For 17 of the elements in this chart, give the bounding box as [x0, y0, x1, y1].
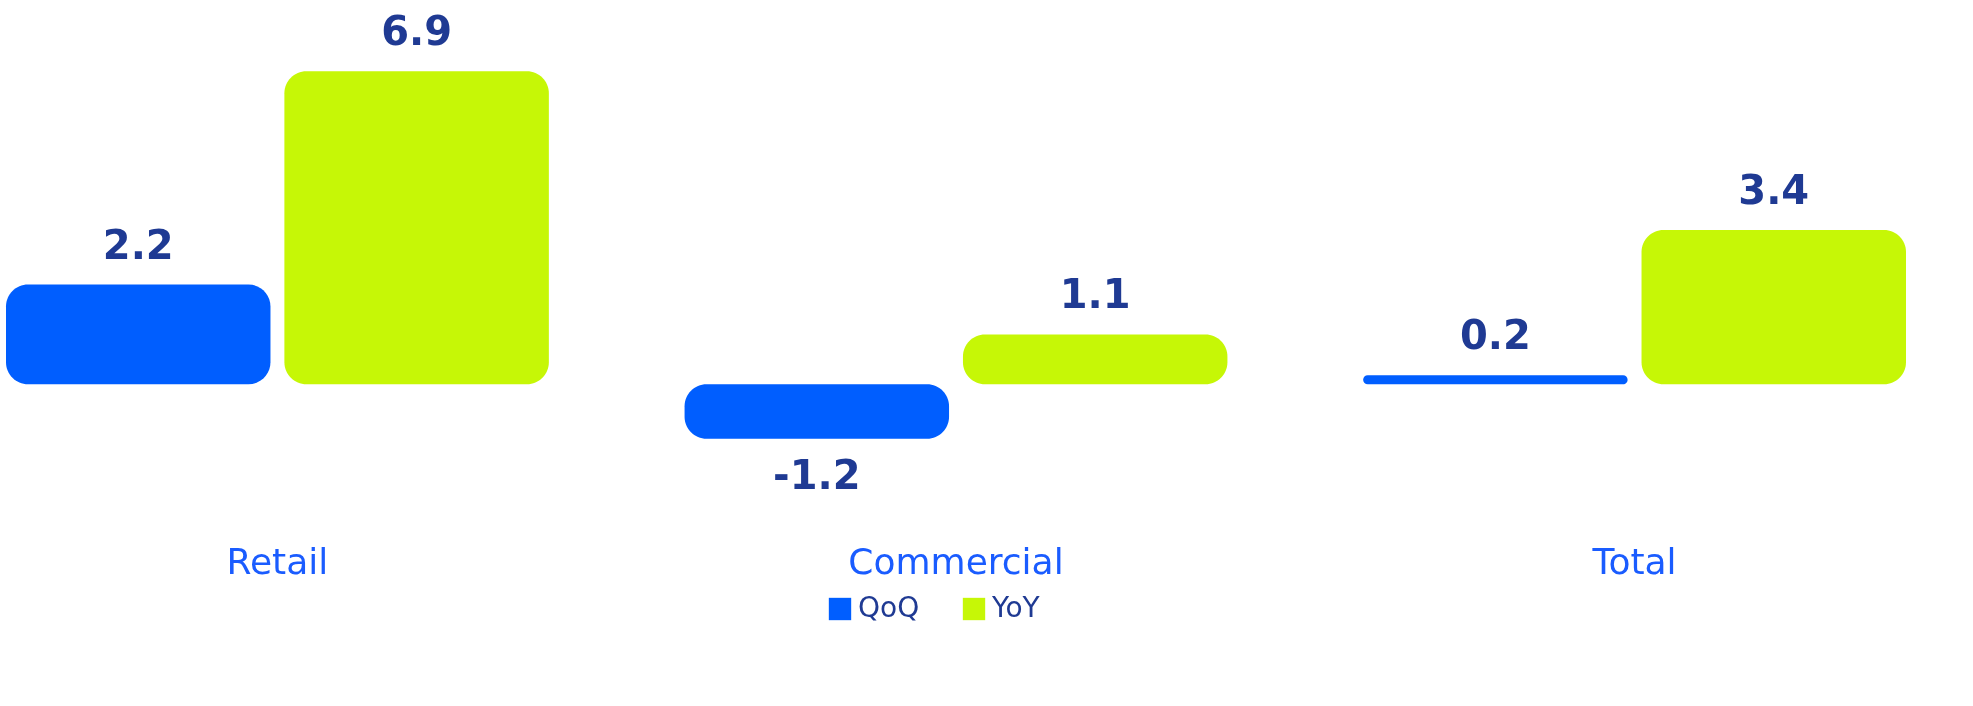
legend-label: QoQ: [858, 591, 920, 624]
bar: [684, 384, 950, 439]
bar: [284, 71, 549, 385]
bar: [1641, 230, 1906, 385]
bar: [6, 284, 271, 385]
data-label: 2.2: [102, 221, 174, 268]
data-label: -1.2: [773, 451, 861, 498]
x-tick-label: Commercial: [848, 540, 1064, 582]
data-label: 6.9: [381, 8, 453, 55]
legend-label: YoY: [991, 591, 1041, 624]
bar: [1363, 375, 1628, 385]
data-label: 3.4: [1738, 167, 1810, 214]
bar: [962, 334, 1228, 385]
x-tick-label: Total: [1591, 540, 1677, 582]
data-label: 1.1: [1059, 271, 1131, 318]
data-label: 0.2: [1459, 312, 1531, 359]
x-tick-label: Retail: [226, 540, 329, 582]
